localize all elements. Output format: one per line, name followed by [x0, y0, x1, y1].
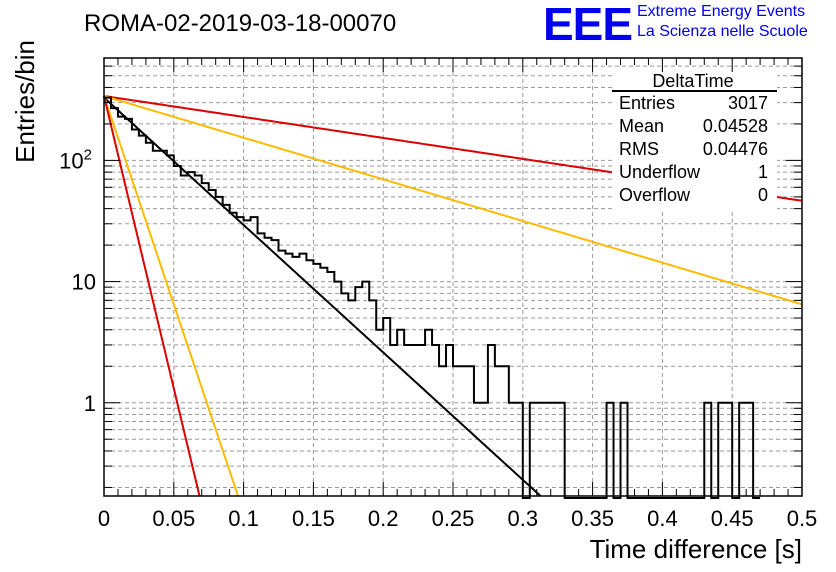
- y-tick-label: 102: [59, 146, 92, 173]
- x-tick-label: 0.25: [432, 506, 475, 531]
- stats-box-background: [612, 70, 777, 210]
- x-tick-label: 0: [98, 506, 110, 531]
- stats-value-underflow: 1: [758, 162, 768, 182]
- run-title: ROMA-02-2019-03-18-00070: [84, 10, 397, 37]
- stats-label-entries: Entries: [619, 93, 675, 113]
- stats-box: DeltaTime Entries 3017 Mean 0.04528 RMS …: [612, 71, 777, 205]
- x-tick-label: 0.35: [571, 506, 614, 531]
- stats-label-mean: Mean: [619, 116, 664, 136]
- x-tick-label: 0.45: [711, 506, 754, 531]
- x-tick-label: 0.15: [292, 506, 335, 531]
- curve-yellow-fast: [103, 95, 239, 497]
- logo-tagline-1: Extreme Energy Events: [637, 3, 806, 20]
- stats-box-fill: [612, 70, 777, 210]
- y-axis-label: Entries/bin: [10, 40, 40, 163]
- curve-fit: [103, 96, 542, 497]
- stats-title: DeltaTime: [652, 71, 733, 91]
- stats-value-overflow: 0: [758, 185, 768, 205]
- stats-label-underflow: Underflow: [619, 162, 701, 182]
- eee-logo: EEE: [543, 0, 633, 50]
- stats-value-entries: 3017: [728, 93, 768, 113]
- histogram-steps: [103, 96, 761, 499]
- y-tick-label: 10: [72, 270, 96, 295]
- stats-value-mean: 0.04528: [703, 116, 768, 136]
- axis-ticks: [103, 57, 803, 496]
- x-tick-label: 0.4: [647, 506, 678, 531]
- stats-label-overflow: Overflow: [619, 185, 691, 205]
- x-tick-label: 0.3: [508, 506, 539, 531]
- curve-yellow-slow: [103, 95, 803, 306]
- x-tick-label: 0.1: [228, 506, 259, 531]
- y-tick-label: 1: [84, 391, 96, 416]
- stats-value-rms: 0.04476: [703, 139, 768, 159]
- stats-label-rms: RMS: [619, 139, 659, 159]
- curve-red-fast: [103, 95, 201, 497]
- x-tick-label: 0.5: [787, 506, 818, 531]
- x-tick-label: 0.05: [152, 506, 195, 531]
- x-axis-label: Time difference [s]: [590, 534, 802, 564]
- logo-tagline-2: La Scienza nelle Scuole: [637, 23, 808, 40]
- x-tick-label: 0.2: [368, 506, 399, 531]
